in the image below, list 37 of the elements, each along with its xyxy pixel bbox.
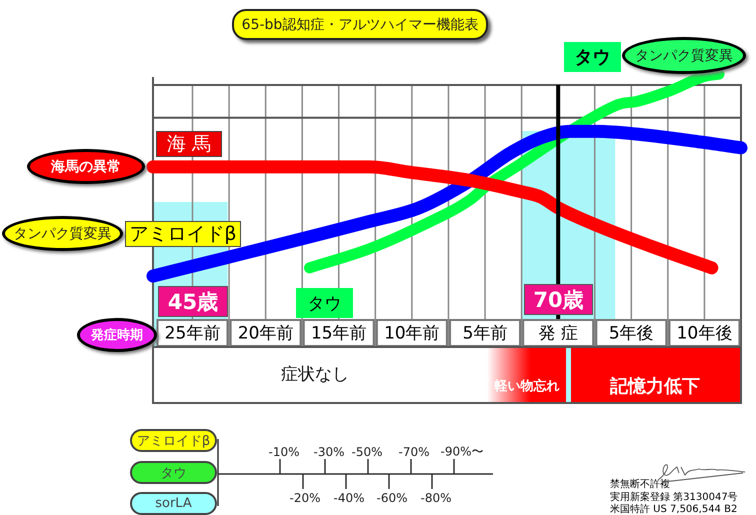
- x-tick-label: 20年前: [238, 323, 294, 344]
- text: sorLA: [130, 492, 217, 515]
- text: -80%: [420, 491, 452, 505]
- x-tick-label: 5年前: [462, 323, 508, 344]
- text: タウ: [130, 461, 217, 484]
- text: -30%: [313, 445, 345, 459]
- series-label: アミロイドβ: [125, 221, 241, 247]
- text: -10%: [268, 445, 300, 459]
- text: 海馬の異常: [51, 158, 121, 176]
- text: 軽い物忘れ: [494, 378, 560, 395]
- text: タンパク質変異: [635, 46, 733, 64]
- text: 米国特許 US 7,506,544 B2: [610, 502, 738, 515]
- annotation: 45歳: [158, 286, 228, 317]
- text: 症状なし: [281, 364, 349, 386]
- x-tick-label: 10年後: [676, 323, 732, 344]
- text: タンパク質変異: [14, 224, 112, 242]
- text: タウ: [564, 42, 621, 72]
- text: 発症時期: [91, 326, 143, 344]
- series-label: タウ: [296, 288, 353, 318]
- x-tick-label: 5年後: [608, 323, 654, 344]
- annotation: 70歳: [524, 284, 593, 315]
- text: -90%〜: [440, 444, 484, 460]
- chart-title: 65-bb認知症・アルツハイマー機能表: [232, 9, 488, 40]
- text: アミロイドβ: [130, 429, 217, 452]
- series-label: 海 馬: [156, 131, 222, 157]
- text: -60%: [376, 491, 408, 505]
- text: -20%: [289, 491, 321, 505]
- x-tick-label: 15年前: [310, 323, 367, 344]
- text: 記憶力低下: [610, 375, 700, 398]
- x-tick-label: 発 症: [538, 323, 578, 344]
- text: 禁無断不許複: [610, 478, 670, 491]
- x-tick-label: 25年前: [164, 323, 220, 344]
- text: -50%: [351, 445, 383, 459]
- text: -40%: [333, 491, 365, 505]
- text: 実用新案登録 第3130047号: [610, 490, 738, 504]
- x-tick-label: 10年前: [384, 323, 440, 344]
- text: -70%: [398, 445, 430, 459]
